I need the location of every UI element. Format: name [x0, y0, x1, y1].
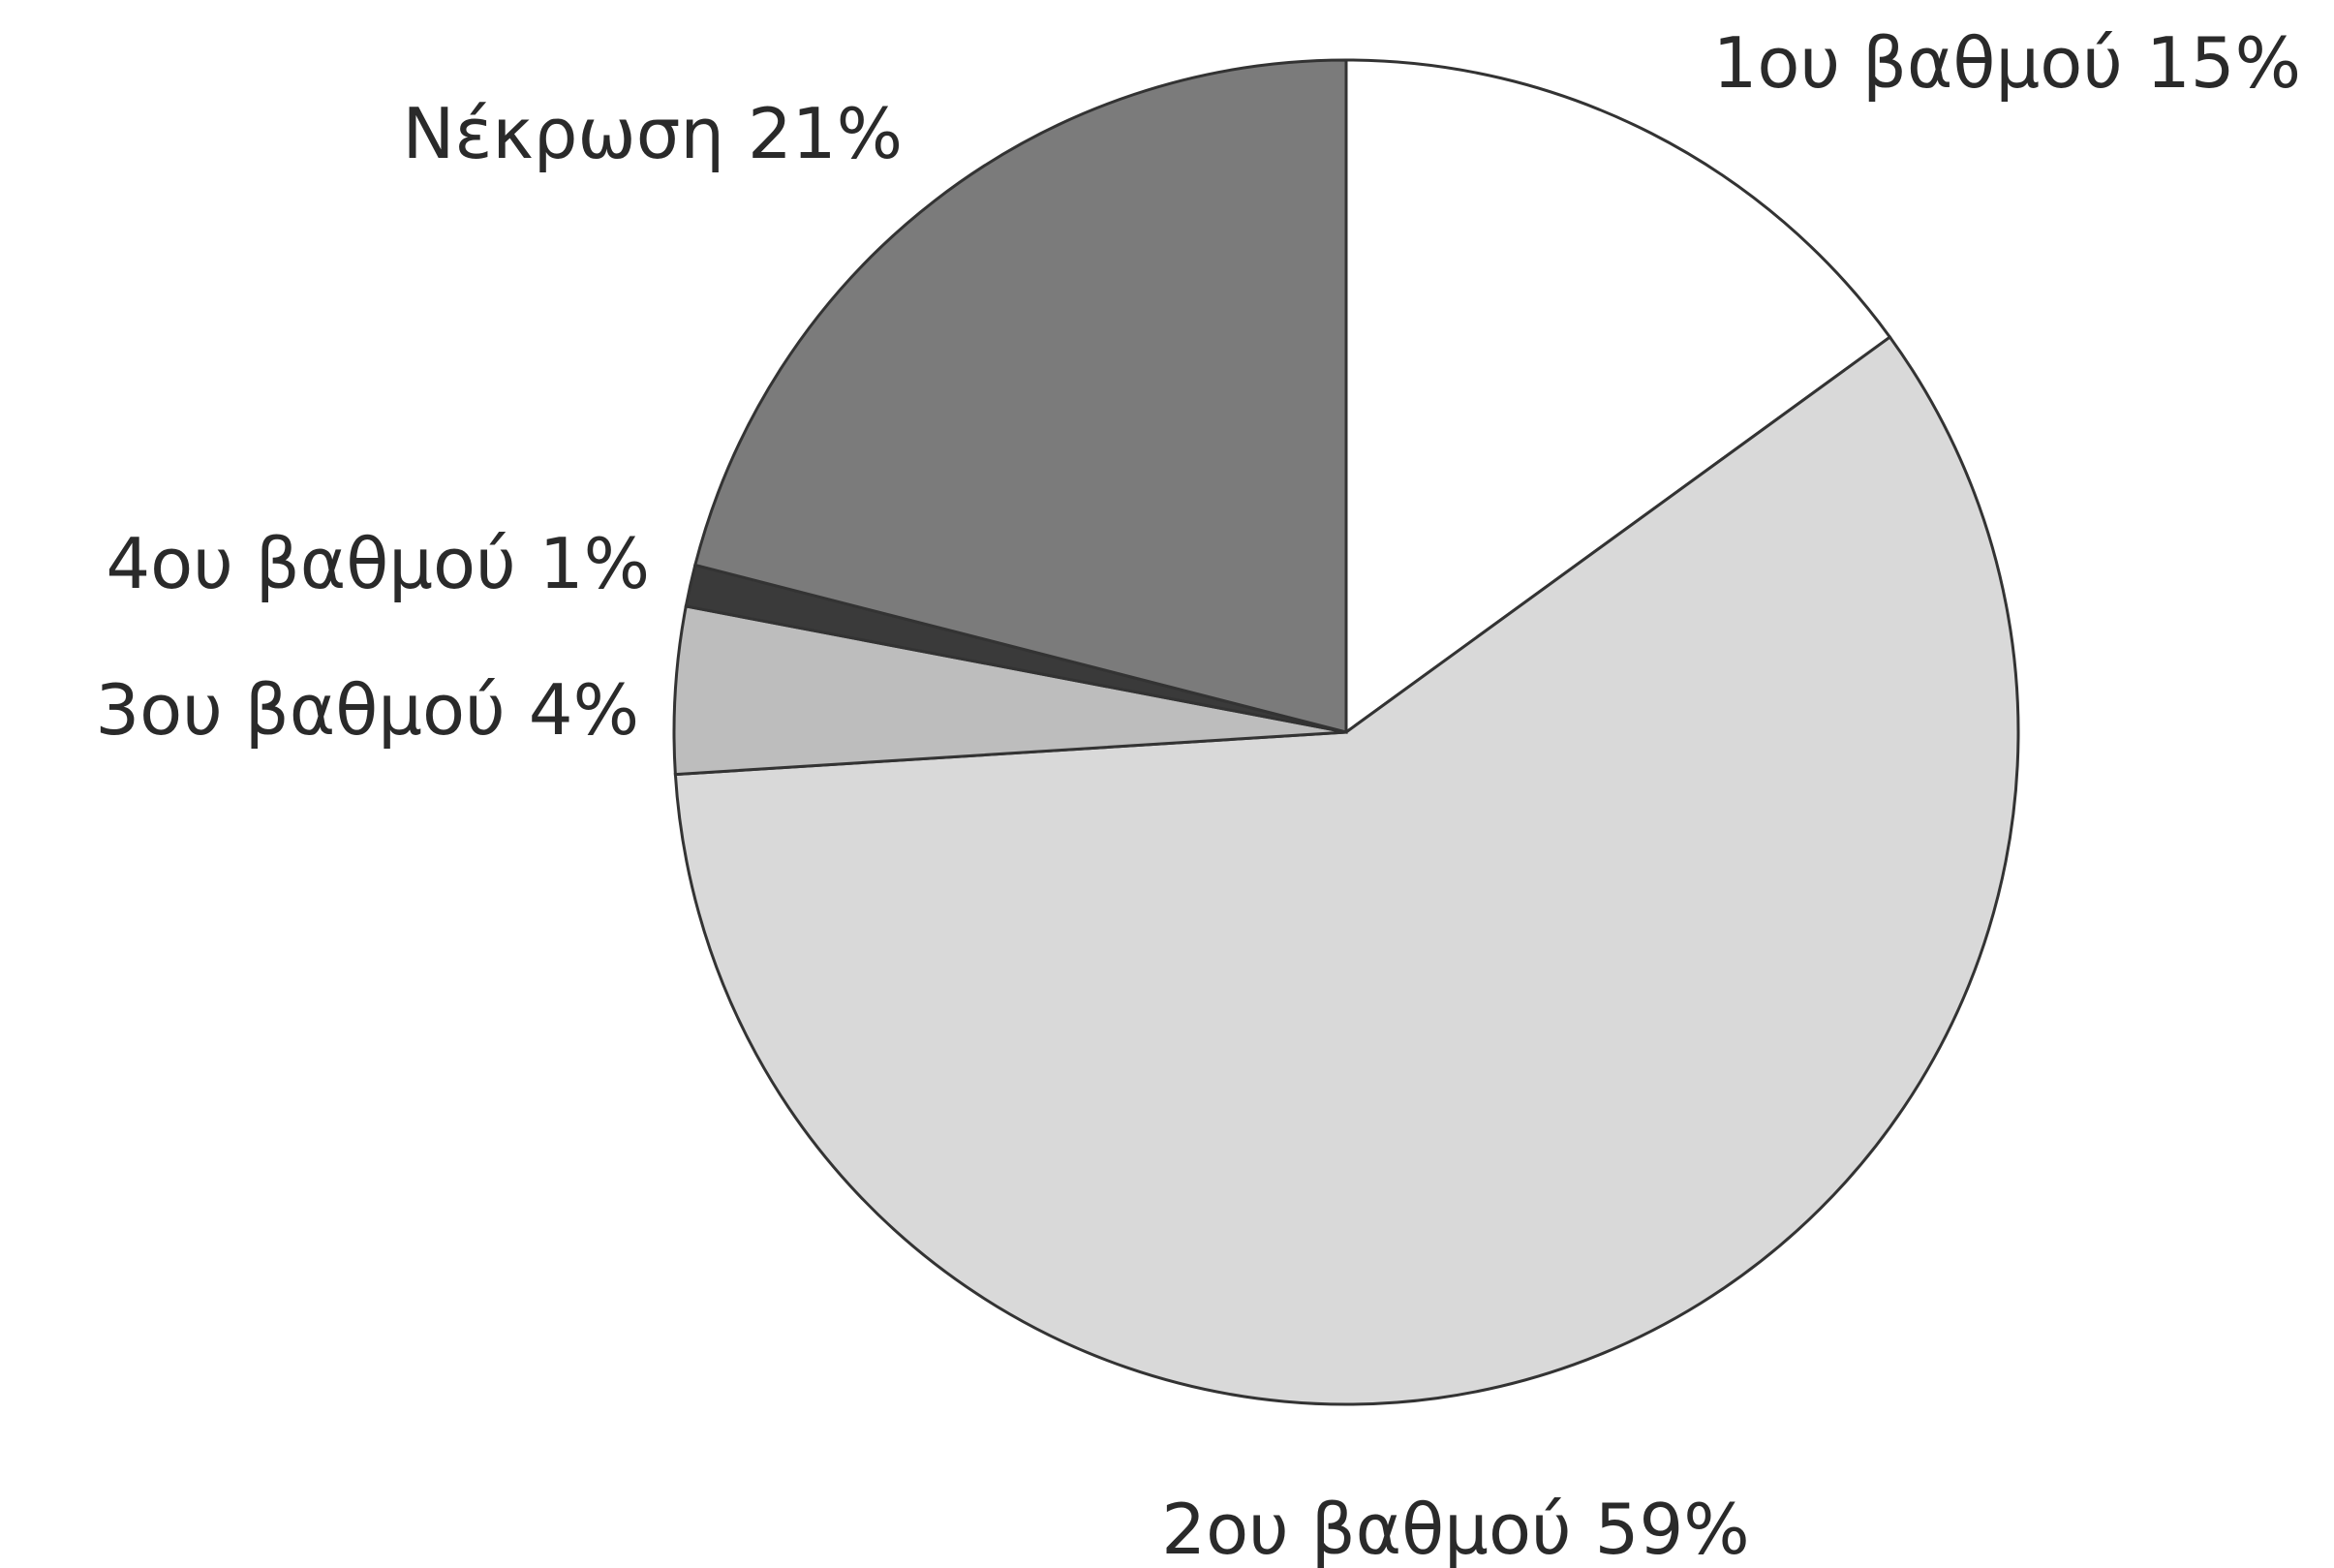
slice-value-label: 21% [748, 93, 903, 174]
slice-category: 1ου βαθμού [1713, 22, 2123, 104]
slice-category: Νέκρωση [402, 93, 723, 174]
slice-category: 3ου βαθμού [95, 669, 505, 751]
slice-value-label: 15% [2146, 22, 2301, 104]
slice-value-label: 1% [539, 523, 650, 604]
slice-category: 4ου βαθμού [106, 523, 515, 604]
pie-slice [1344, 58, 1892, 735]
slice-value-label: 4% [529, 669, 639, 751]
slice-label: 1ου βαθμού 15% [1713, 22, 2301, 104]
pie-slice [692, 58, 1348, 734]
slice-label: 3ου βαθμού 4% [95, 669, 639, 751]
slice-label: 2ου βαθμού 59% [1161, 1489, 1749, 1568]
slice-value-label: 59% [1595, 1489, 1750, 1568]
pie-slice [673, 334, 2020, 1406]
slice-category: 2ου βαθμού [1161, 1489, 1571, 1568]
slice-label: 4ου βαθμού 1% [106, 523, 650, 604]
slice-label: Νέκρωση 21% [402, 93, 903, 174]
